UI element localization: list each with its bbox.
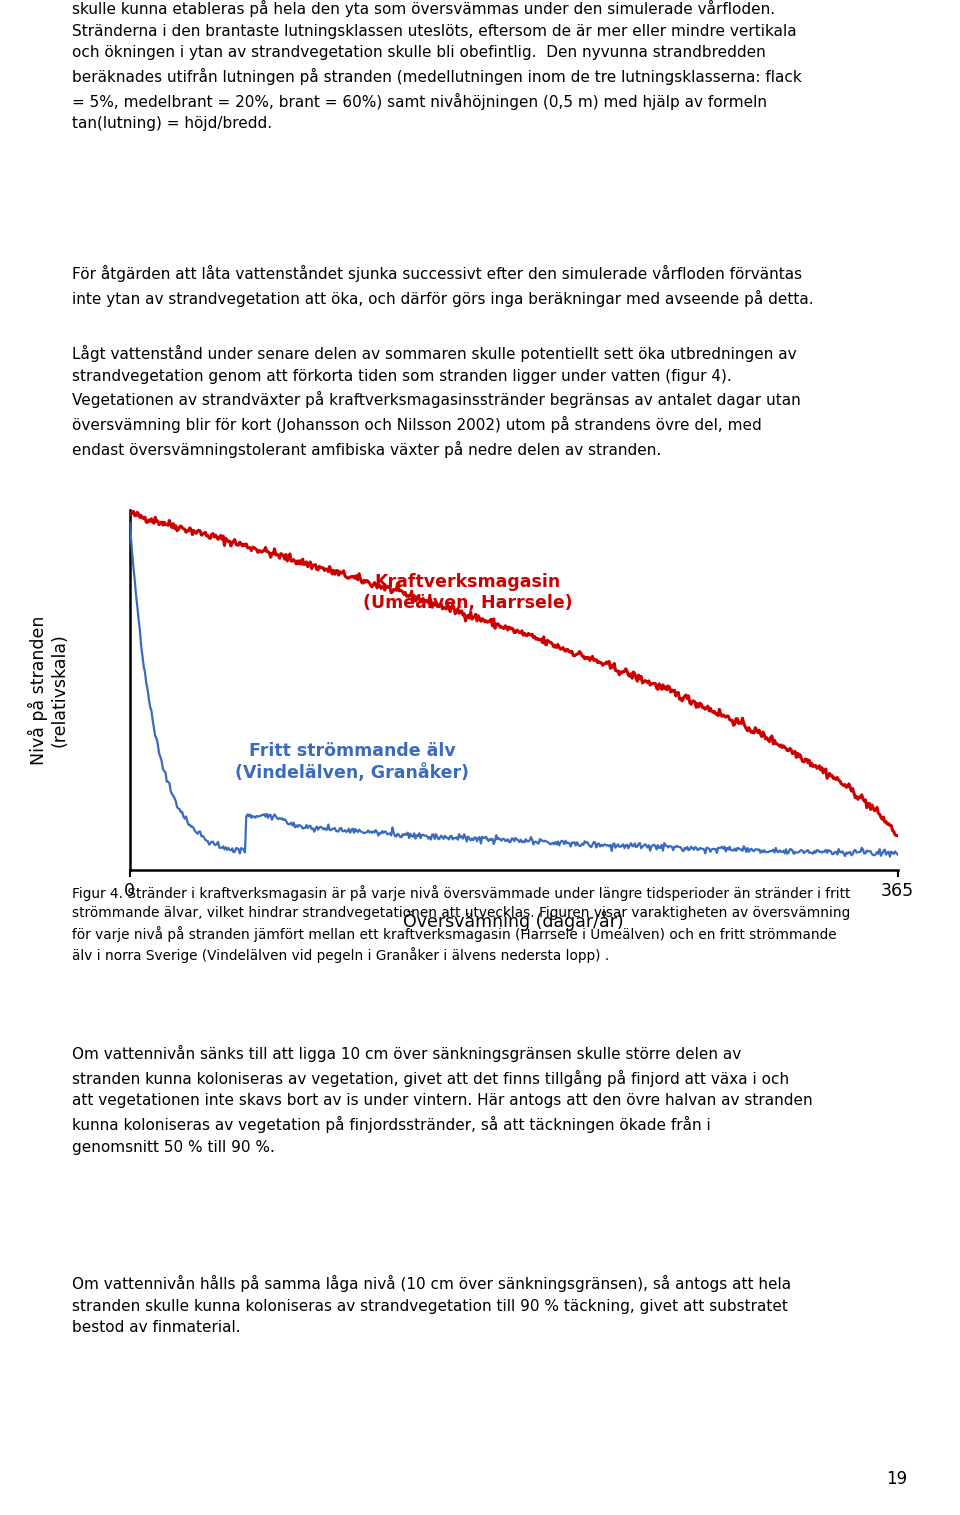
Text: Om vattennivån sänks till att ligga 10 cm över sänkningsgränsen skulle större de: Om vattennivån sänks till att ligga 10 c… <box>72 1045 812 1154</box>
Text: Lågt vattenstånd under senare delen av sommaren skulle potentiellt sett öka utbr: Lågt vattenstånd under senare delen av s… <box>72 345 801 458</box>
Text: För åtgärden att låta vattenståndet sjunka successivt efter den simulerade vårfl: För åtgärden att låta vattenståndet sjun… <box>72 265 814 306</box>
Text: Om vattennivån hålls på samma låga nivå (10 cm över sänkningsgränsen), så antogs: Om vattennivån hålls på samma låga nivå … <box>72 1276 791 1335</box>
Text: skulle kunna etableras på hela den yta som översvämmas under den simulerade vårf: skulle kunna etableras på hela den yta s… <box>72 0 802 132</box>
Text: Figur 4. Stränder i kraftverksmagasin är på varje nivå översvämmade under längre: Figur 4. Stränder i kraftverksmagasin är… <box>72 885 851 964</box>
Text: Nivå på stranden
(relativskala): Nivå på stranden (relativskala) <box>28 615 68 765</box>
Text: Kraftverksmagasin
(Umeälven, Harrsele): Kraftverksmagasin (Umeälven, Harrsele) <box>363 573 572 612</box>
Text: 19: 19 <box>886 1470 907 1488</box>
X-axis label: Översvämning (dagar/år): Översvämning (dagar/år) <box>403 911 624 932</box>
Text: Fritt strömmande älv
(Vindelälven, Granåker): Fritt strömmande älv (Vindelälven, Granå… <box>235 742 469 782</box>
